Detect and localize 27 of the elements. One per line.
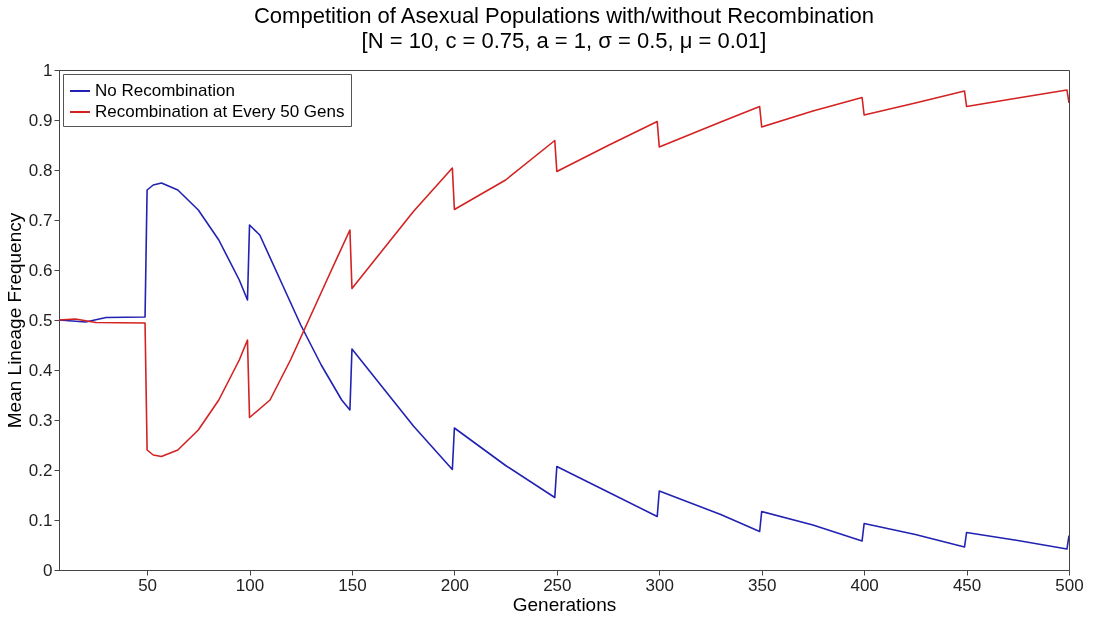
y-tick-label: 0.4 — [28, 360, 53, 380]
x-axis-title: Generations — [512, 593, 617, 615]
y-tick-label: 1 — [43, 60, 53, 80]
y-tick-label: 0.9 — [28, 110, 53, 130]
y-axis-title: Mean Lineage Frequency — [3, 212, 25, 429]
y-tick-label: 0.7 — [28, 210, 53, 230]
x-tick-label: 500 — [1055, 575, 1084, 595]
y-tick-label: 0.6 — [28, 260, 53, 280]
x-tick-label: 100 — [235, 575, 265, 595]
y-tick-label: 0.5 — [28, 310, 53, 330]
y-tick-label: 0.3 — [28, 410, 53, 430]
x-tick-label: 250 — [543, 575, 572, 595]
legend-label: No Recombination — [95, 81, 235, 100]
x-tick-label: 50 — [138, 575, 158, 595]
x-tick-label: 150 — [338, 575, 367, 595]
y-tick-label: 0.2 — [28, 460, 53, 480]
x-tick-label: 350 — [748, 575, 777, 595]
legend-label: Recombination at Every 50 Gens — [95, 102, 345, 121]
x-tick-label: 300 — [645, 575, 674, 595]
y-tick-label: 0.1 — [28, 510, 53, 530]
chart-subtitle: [N = 10, c = 0.75, a = 1, σ = 0.5, μ = 0.01] — [361, 28, 767, 53]
x-tick-label: 200 — [440, 575, 470, 595]
y-tick-label: 0 — [43, 560, 53, 580]
chart-title: Competition of Asexual Populations with/without Recombination — [253, 3, 875, 28]
y-tick-label: 0.8 — [28, 160, 53, 180]
x-tick-label: 450 — [952, 575, 982, 595]
x-tick-label: 400 — [850, 575, 879, 595]
